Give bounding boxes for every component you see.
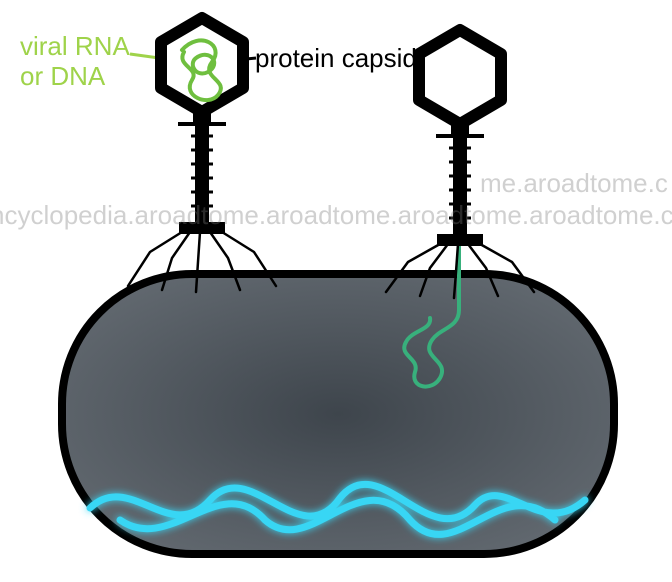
diagram-canvas: viral RNA or DNA protein capsid viral ge… (0, 0, 672, 582)
diagram-svg (0, 0, 672, 582)
phage-right-head (419, 30, 501, 124)
